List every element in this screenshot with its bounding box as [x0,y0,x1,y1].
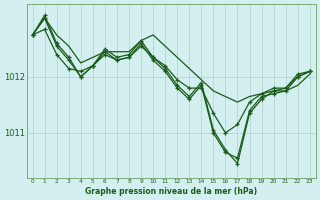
X-axis label: Graphe pression niveau de la mer (hPa): Graphe pression niveau de la mer (hPa) [85,187,257,196]
